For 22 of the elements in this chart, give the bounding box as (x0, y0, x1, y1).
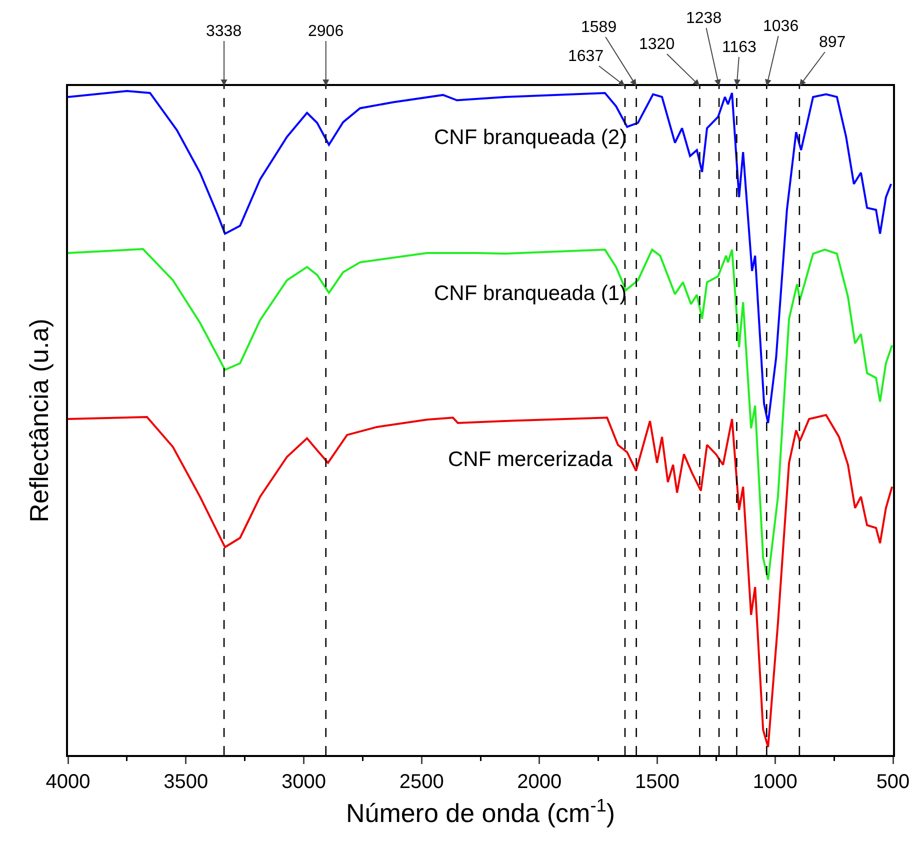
x-tick-label: 2000 (517, 771, 562, 793)
ref-line-label: 1238 (686, 10, 722, 27)
y-axis-title: Reflectância (u.a) (24, 318, 54, 522)
ref-line-label: 2906 (308, 23, 344, 40)
ref-line-label: 897 (819, 34, 846, 51)
ref-line-label: 3338 (206, 23, 242, 40)
series-label: CNF mercerizada (448, 448, 613, 471)
x-tick-label: 500 (876, 771, 910, 793)
series-label: CNF branqueada (2) (434, 126, 627, 149)
x-tick-label: 3000 (281, 771, 326, 793)
x-tick-label: 1500 (635, 771, 680, 793)
ref-line-label: 1589 (581, 19, 617, 36)
ref-line-label: 1163 (722, 39, 757, 56)
ref-line-label: 1637 (568, 48, 604, 65)
x-tick-label: 3500 (164, 771, 208, 793)
x-tick-label: 1000 (752, 771, 798, 793)
ref-line-label: 1036 (763, 18, 799, 35)
x-axis-title: Número de onda (cm$^{-1}$) (346, 795, 616, 828)
x-tick-label: 4000 (46, 771, 90, 793)
x-tick-label: 2500 (399, 771, 444, 793)
series-label: CNF branqueada (1) (434, 282, 627, 305)
ref-line-label: 1320 (639, 36, 675, 53)
